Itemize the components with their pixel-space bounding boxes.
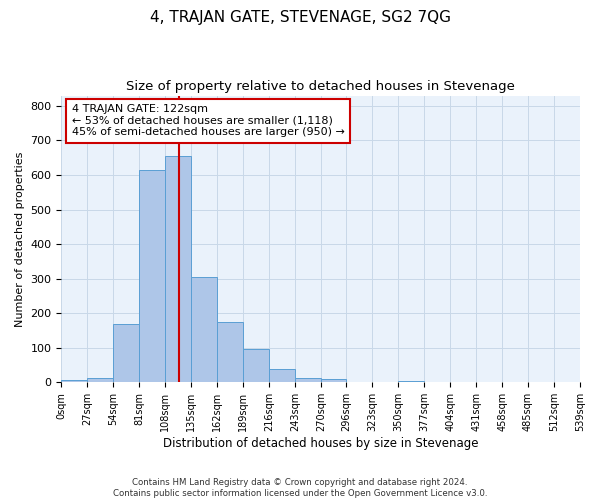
Bar bbox=[269, 369, 295, 382]
Bar bbox=[321, 379, 346, 382]
Bar bbox=[398, 380, 424, 382]
Text: 4, TRAJAN GATE, STEVENAGE, SG2 7QG: 4, TRAJAN GATE, STEVENAGE, SG2 7QG bbox=[149, 10, 451, 25]
Title: Size of property relative to detached houses in Stevenage: Size of property relative to detached ho… bbox=[126, 80, 515, 93]
Bar bbox=[88, 378, 113, 382]
Text: 4 TRAJAN GATE: 122sqm
← 53% of detached houses are smaller (1,118)
45% of semi-d: 4 TRAJAN GATE: 122sqm ← 53% of detached … bbox=[72, 104, 344, 138]
Y-axis label: Number of detached properties: Number of detached properties bbox=[15, 152, 25, 326]
Bar bbox=[217, 322, 243, 382]
Bar bbox=[61, 380, 88, 382]
X-axis label: Distribution of detached houses by size in Stevenage: Distribution of detached houses by size … bbox=[163, 437, 478, 450]
Bar bbox=[295, 378, 321, 382]
Bar bbox=[243, 349, 269, 382]
Bar bbox=[113, 324, 139, 382]
Text: Contains HM Land Registry data © Crown copyright and database right 2024.
Contai: Contains HM Land Registry data © Crown c… bbox=[113, 478, 487, 498]
Bar bbox=[166, 156, 191, 382]
Bar bbox=[191, 277, 217, 382]
Bar bbox=[139, 170, 166, 382]
